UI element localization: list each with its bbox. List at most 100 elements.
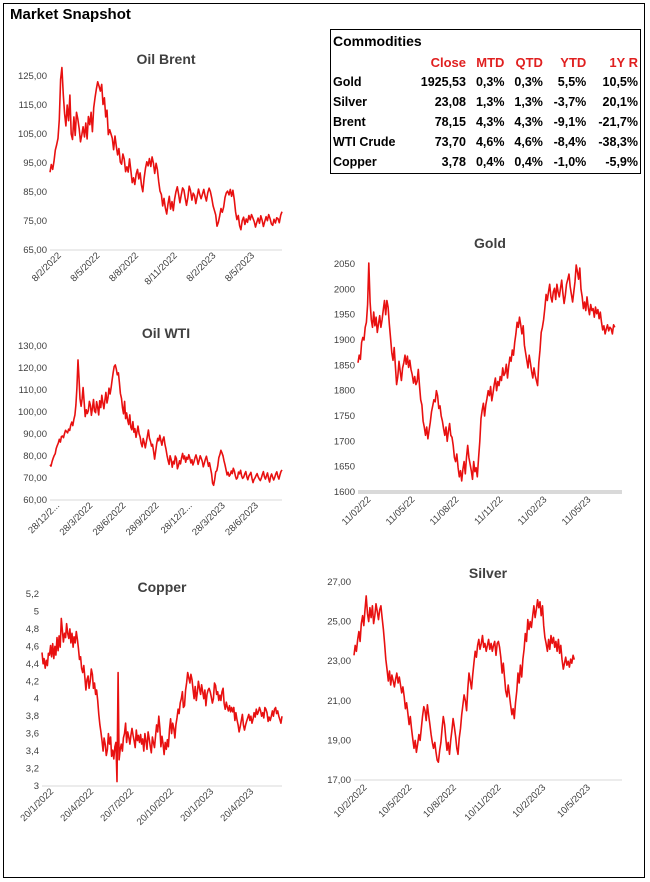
wti-title: Oil WTI [142,325,190,341]
copper-x-tick: 20/7/2022 [98,786,136,824]
brent-y-tick: 105,00 [18,129,47,140]
cell-mtd: 4,3% [475,115,505,129]
brent-series-line [49,66,283,231]
cell-1yr: -38,3% [598,135,638,149]
copper-y-tick: 5 [34,606,39,617]
snapshot-frame [3,3,645,878]
silver-x-tick: 10/5/2022 [377,782,415,820]
cell-qtd: 4,6% [514,135,543,149]
wti-y-tick: 100,00 [18,407,47,418]
silver-y-tick: 21,00 [327,696,351,707]
copper-y-tick: 4 [34,694,39,705]
silver-x-tick: 10/2/2023 [511,782,549,820]
gold-y-tick: 1800 [334,386,355,397]
silver-x-tick: 10/11/2022 [463,782,504,823]
header-name [331,52,410,72]
silver-y-tick: 23,00 [327,656,351,667]
brent-x-tick: 8/2/2023 [184,250,218,284]
gold-y-tick: 1900 [334,335,355,346]
gold-x-tick: 11/11/22 [472,494,505,527]
cell-ytd: -9,1% [553,115,587,129]
gold-y-tick: 1950 [334,310,355,321]
silver-y-tick: 27,00 [327,577,351,588]
table-row-copper: Copper 3,78 0,4% 0,4% -1,0% -5,9% [331,152,640,172]
copper-series-line [41,617,283,783]
brent-x-tick: 8/5/2022 [68,250,102,284]
cell-ytd: -3,7% [553,95,587,109]
wti-chart: Oil WTI 60,00 70,00 80,00 90,00 100,00 110,00 1… [18,325,283,538]
brent-y-tick: 125,00 [18,71,47,82]
wti-y-tick: 60,00 [23,495,47,506]
brent-x-tick: 8/5/2023 [223,250,257,284]
copper-y-tick: 3,4 [26,746,39,757]
copper-x-tick: 20/10/2022 [135,786,176,827]
header-qtd: QTD [515,54,543,70]
cell-mtd: 4,6% [475,135,505,149]
silver-chart: Silver 17,00 19,00 21,00 23,00 25,00 27,00 10/2… [327,565,622,823]
header-close: Close [430,54,466,70]
header-ytd: YTD [560,54,587,70]
cell-1yr: -21,7% [598,115,638,129]
table-row-silver: Silver 23,08 1,3% 1,3% -3,7% 20,1% [331,92,640,112]
gold-y-tick: 1750 [334,411,355,422]
cell-mtd: 1,3% [475,95,505,109]
wti-x-tick: 28/9/2022 [124,500,162,538]
brent-title: Oil Brent [136,51,195,67]
gold-y-tick: 1600 [334,487,355,498]
cell-ytd: 5,5% [557,75,587,89]
gold-x-tick: 11/05/22 [384,494,417,527]
copper-y-tick: 3,6 [26,729,39,740]
gold-series-line [357,262,616,482]
brent-y-tick: 115,00 [19,100,47,111]
cell-1yr: 10,5% [602,75,638,89]
cell-1yr: -5,9% [605,155,638,169]
cell-close: 78,15 [434,115,466,129]
row-name: Gold [333,75,362,89]
table-row-wti: WTI Crude 73,70 4,6% 4,6% -8,4% -38,3% [331,132,640,152]
silver-series-line [353,595,576,763]
wti-y-tick: 70,00 [23,473,47,484]
cell-qtd: 4,3% [514,115,543,129]
gold-x-tick: 11/05/23 [560,494,593,527]
copper-chart: Copper 3 3,2 3,4 3,6 3,8 4 4,2 4,4 4,6 4,8 5 5,2 20/1… [18,579,283,828]
copper-x-tick: 20/1/2023 [178,786,216,824]
silver-x-tick: 10/2/2022 [332,782,370,820]
commodities-table: Commodities Close MTD QTD YTD 1Y R Gold … [330,29,641,174]
silver-x-tick: 10/5/2023 [555,782,593,820]
row-name: WTI Crude [333,135,396,149]
wti-y-tick: 80,00 [23,451,47,462]
copper-x-tick: 20/4/2023 [218,786,256,824]
brent-chart: Oil Brent 65,00 75,00 85,00 95,00 105,00 115,0… [18,51,283,288]
brent-x-tick: 8/11/2022 [143,250,180,287]
copper-y-tick: 4,4 [26,659,39,670]
cell-ytd: -1,0% [553,155,587,169]
brent-y-tick: 75,00 [23,216,47,227]
wti-y-tick: 130,00 [18,341,47,352]
wti-series-line [49,359,283,487]
cell-close: 23,08 [434,95,466,109]
wti-y-tick: 120,00 [18,363,47,374]
wti-x-tick: 28/6/2022 [91,500,129,538]
wti-y-tick: 110,00 [19,385,47,396]
wti-x-tick: 28/3/2023 [190,500,228,538]
gold-title: Gold [474,235,506,251]
page-title: Market Snapshot [10,6,131,23]
brent-y-tick: 95,00 [23,158,47,169]
silver-x-tick: 10/8/2022 [421,782,459,820]
gold-chart: Gold 1600 1650 1700 1750 1800 1850 1900 1950 2000… [334,235,622,528]
cell-qtd: 0,4% [514,155,543,169]
table-row-gold: Gold 1925,53 0,3% 0,3% 5,5% 10,5% [331,72,640,92]
gold-x-tick: 11/08/22 [428,494,461,527]
cell-close: 1925,53 [420,75,466,89]
brent-y-tick: 65,00 [23,245,47,256]
silver-y-tick: 17,00 [327,775,351,786]
silver-y-tick: 19,00 [327,735,351,746]
silver-title: Silver [469,565,508,581]
gold-x-tick: 11/02/23 [516,494,549,527]
gold-x-tick: 11/02/22 [340,494,373,527]
cell-mtd: 0,4% [475,155,505,169]
cell-close: 3,78 [441,155,466,169]
gold-y-tick: 2000 [334,284,355,295]
copper-x-tick: 20/4/2022 [58,786,96,824]
copper-y-tick: 3 [34,781,39,792]
